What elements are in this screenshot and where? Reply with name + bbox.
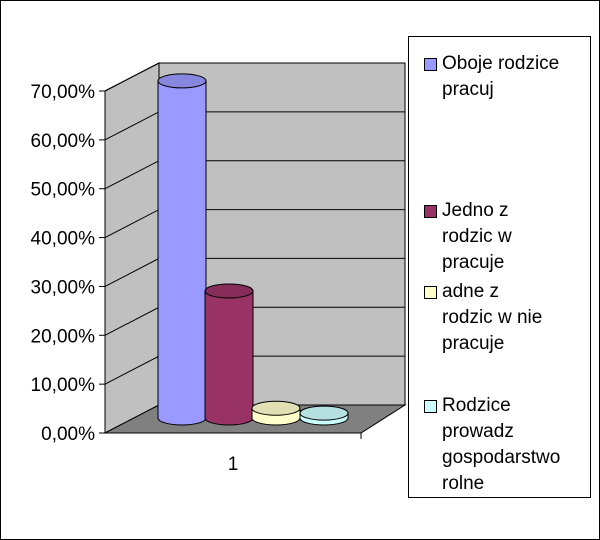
bar-2 [204,283,254,426]
legend-label-2: Jedno z rodzic w pracuje [442,200,512,273]
legend-swatch-1 [424,58,437,71]
bar-top-1 [157,73,207,89]
legend-label-4: Rodzice prowadz gospodarstwo rolne [442,395,561,494]
y-tick-label: 60,00% [31,131,96,152]
y-tick-label: 40,00% [31,229,96,250]
bar-top-4 [299,405,349,421]
gridline [104,62,405,92]
bars [157,73,349,426]
legend-swatch-2 [424,205,437,218]
bar-top-3 [251,400,301,416]
y-tick-label: 0,00% [41,424,95,445]
bar-body-1 [157,80,207,426]
side-wall [104,62,160,434]
bar-1 [157,73,207,426]
bar-3 [251,400,301,426]
legend-swatch-3 [424,286,437,299]
legend-swatch-4 [424,400,437,413]
y-tick-label: 30,00% [31,277,96,298]
x-tick-label: 1 [228,454,239,475]
y-tick-label: 20,00% [31,326,96,347]
legend: Oboje rodzice pracuj Jedno z rodzic w pr… [408,36,591,498]
legend-label-1: Oboje rodzice pracuj [442,53,560,100]
y-axis-ticks: 0,00% 10,00% 20,00% 30,00% 40,00% 50,00% 60,00… [31,82,105,445]
y-tick-label: 70,00% [31,82,96,103]
y-tick-label: 10,00% [31,375,96,396]
bar-4 [299,405,349,426]
legend-label-3: adne z rodzic w nie pracuje [442,281,543,354]
bar-top-2 [204,283,254,299]
bar-body-2 [204,290,254,426]
y-tick-label: 50,00% [31,180,96,201]
